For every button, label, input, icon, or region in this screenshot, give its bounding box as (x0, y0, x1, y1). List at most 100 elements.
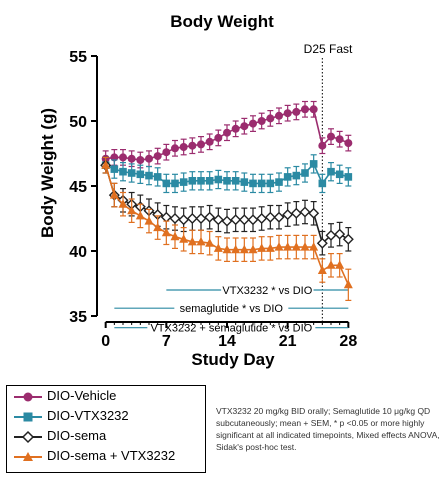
data-point (282, 209, 294, 221)
data-point (309, 105, 318, 114)
data-point (291, 242, 301, 251)
data-point (273, 211, 285, 223)
data-point (213, 243, 223, 252)
data-point (283, 242, 293, 251)
significance-label: VTX3232 + semaglutide * vs DIO (150, 323, 312, 335)
y-tick-label: 55 (69, 49, 87, 66)
legend-item-sema: DIO-sema (7, 427, 205, 446)
data-point (171, 144, 179, 153)
data-point (197, 140, 205, 149)
data-point (118, 199, 128, 208)
circle-marker-icon (14, 392, 42, 402)
data-point (136, 156, 145, 164)
legend-label: DIO-sema (47, 428, 107, 443)
data-point (179, 143, 188, 151)
chart-title: Body Weight (170, 12, 274, 31)
data-point (231, 244, 241, 254)
data-point (249, 119, 257, 128)
data-point (318, 179, 327, 188)
data-point (145, 171, 153, 180)
diamond-marker-icon (14, 430, 42, 444)
data-point (301, 169, 309, 177)
data-point (205, 137, 214, 146)
data-point (309, 160, 318, 168)
data-point (195, 213, 207, 224)
data-point (214, 133, 223, 142)
body-weight-chart: Body Weight Body Weight (g) Study Day D2… (38, 12, 357, 369)
data-point (188, 141, 197, 150)
fast-annotation: D25 Fast (304, 42, 353, 56)
data-point (222, 244, 232, 254)
data-point (119, 167, 127, 176)
x-axis-label: Study Day (191, 350, 275, 369)
data-point (239, 244, 249, 254)
significance-label: VTX3232 * vs DIO (222, 285, 312, 297)
legend-label: DIO-Vehicle (47, 388, 117, 403)
data-point (327, 167, 335, 176)
data-point (249, 179, 257, 188)
data-point (162, 179, 171, 188)
data-point (334, 228, 346, 240)
data-point (127, 169, 136, 177)
data-point (257, 243, 267, 252)
data-point (223, 128, 231, 137)
data-point (327, 132, 335, 141)
data-point (223, 177, 231, 185)
data-point (316, 237, 328, 249)
data-point (335, 135, 344, 144)
data-point (335, 170, 344, 179)
data-point (145, 154, 153, 163)
data-point (197, 177, 205, 185)
data-point (325, 229, 337, 241)
data-point (344, 173, 353, 181)
footnote: VTX3232 20 mg/kg BID orally; Semaglutide… (216, 406, 440, 452)
data-point (256, 213, 268, 224)
data-point (214, 175, 223, 184)
data-point (266, 179, 275, 188)
data-point (187, 236, 197, 246)
data-point (171, 179, 179, 188)
data-point (275, 178, 283, 186)
data-point (308, 207, 320, 219)
data-point (231, 124, 240, 133)
data-point (212, 214, 224, 226)
data-point (153, 173, 162, 181)
data-point (248, 244, 258, 254)
legend-label: DIO-sema + VTX3232 (47, 448, 176, 463)
data-point (301, 105, 309, 114)
data-point (257, 117, 266, 125)
data-point (196, 236, 206, 246)
y-tick-label: 50 (69, 114, 87, 131)
data-point (161, 227, 171, 237)
data-point (318, 141, 327, 150)
data-point (283, 173, 292, 181)
data-point (335, 260, 345, 269)
x-tick-label: 28 (339, 333, 357, 350)
data-point (169, 213, 181, 224)
data-point (110, 165, 119, 173)
data-point (240, 122, 249, 131)
x-tick-label: 21 (279, 333, 297, 350)
data-point (274, 242, 284, 251)
data-point (300, 242, 310, 251)
square-marker-icon (14, 412, 42, 422)
x-tick-label: 14 (218, 333, 236, 350)
data-point (238, 214, 250, 226)
plot-area: 35 40 45 50 55 0 7 14 21 28 VTX3232 * vs DIO semagl… (69, 49, 357, 350)
data-point (119, 153, 127, 162)
legend-label: DIO-VTX3232 (47, 408, 129, 423)
data-point (127, 154, 136, 163)
data-point (178, 214, 190, 226)
data-point (344, 139, 353, 148)
legend-item-vehicle: DIO-Vehicle (7, 387, 205, 406)
y-tick-label: 40 (69, 244, 87, 261)
triangle-marker-icon (14, 452, 42, 461)
data-point (204, 211, 216, 223)
data-point (136, 170, 145, 179)
data-point (127, 205, 137, 215)
data-point (170, 231, 180, 241)
data-point (317, 265, 327, 274)
data-point (257, 179, 266, 188)
legend-item-vtx3232: DIO-VTX3232 (7, 407, 205, 426)
data-point (343, 279, 353, 289)
